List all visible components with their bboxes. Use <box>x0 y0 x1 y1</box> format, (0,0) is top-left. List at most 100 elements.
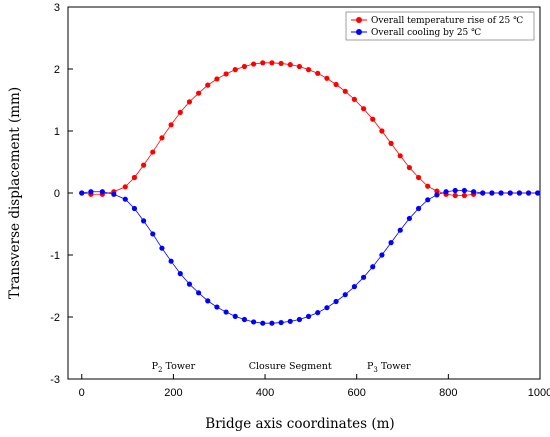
data-point-series-1 <box>360 274 367 280</box>
data-point-series-0 <box>315 70 321 76</box>
y-tick-label: 2 <box>54 64 60 76</box>
y-axis-label: Transverse displacement (mm) <box>7 87 23 299</box>
data-point-series-0 <box>415 174 422 181</box>
data-point-series-1 <box>342 292 348 298</box>
data-point-series-0 <box>250 61 257 67</box>
data-point-series-0 <box>214 76 220 82</box>
tick-layer: 0 200 400 600 800 1000 -3 -2 -1 0 1 2 3 <box>50 2 550 399</box>
data-point-series-1 <box>507 190 513 196</box>
plot-frame <box>67 6 541 380</box>
data-point-series-1 <box>177 271 183 277</box>
x-tick-label: 200 <box>164 387 182 399</box>
data-point-series-1 <box>379 252 385 258</box>
data-point-series-1 <box>461 187 467 194</box>
x-tick-label: 1000 <box>528 387 550 399</box>
data-point-series-1 <box>250 319 257 325</box>
series-line-0 <box>81 62 538 196</box>
data-point-series-0 <box>186 99 193 105</box>
legend-marker-cooling <box>356 29 362 35</box>
data-point-series-0 <box>434 188 440 194</box>
data-point-series-0 <box>305 67 312 73</box>
x-tick-label: 800 <box>439 387 457 399</box>
data-point-series-0 <box>269 60 275 66</box>
data-point-series-1 <box>480 190 486 196</box>
data-point-series-1 <box>141 218 147 224</box>
data-point-series-0 <box>370 116 376 122</box>
data-point-series-1 <box>452 187 458 194</box>
data-point-series-1 <box>278 319 284 326</box>
data-point-series-0 <box>342 88 348 94</box>
data-point-series-0 <box>333 81 339 88</box>
data-point-series-1 <box>351 284 358 290</box>
data-point-series-1 <box>388 240 394 246</box>
data-point-series-1 <box>406 215 412 222</box>
data-point-series-0 <box>379 128 385 134</box>
data-point-series-1 <box>111 191 117 197</box>
annotation-layer: P2 Tower Closure Segment P3 Tower <box>152 361 411 374</box>
data-point-series-1 <box>489 190 495 196</box>
y-tick-label: -1 <box>50 250 60 262</box>
data-point-series-1 <box>260 320 266 326</box>
data-point-series-1 <box>434 192 440 198</box>
data-point-series-1 <box>397 227 403 233</box>
data-point-series-1 <box>443 189 449 195</box>
data-point-series-1 <box>122 196 128 202</box>
legend-marker-temperature-rise <box>356 17 362 23</box>
data-point-series-1 <box>535 190 541 196</box>
annotation-label: Closure Segment <box>249 361 332 372</box>
data-point-series-1 <box>370 264 376 270</box>
data-point-series-1 <box>415 205 422 212</box>
y-tick-label: 3 <box>54 2 60 14</box>
x-axis-label: Bridge axis coordinates (m) <box>205 416 394 432</box>
data-point-series-1 <box>470 189 477 195</box>
data-point-series-1 <box>205 298 211 304</box>
series-line-1 <box>81 190 538 324</box>
data-point-series-1 <box>498 190 504 196</box>
data-point-series-1 <box>88 189 94 195</box>
annotation-label: P2 Tower <box>152 361 196 374</box>
data-point-series-0 <box>205 82 211 88</box>
x-tick-label: 400 <box>256 387 274 399</box>
data-point-series-1 <box>223 309 229 315</box>
data-point-series-1 <box>516 190 522 196</box>
data-point-series-0 <box>168 122 174 128</box>
data-point-series-1 <box>168 258 174 264</box>
data-point-series-0 <box>150 149 156 155</box>
data-point-series-0 <box>141 162 147 168</box>
data-point-series-0 <box>159 135 165 141</box>
data-point-series-0 <box>461 192 467 199</box>
y-tick-label: 0 <box>54 188 60 200</box>
data-point-series-0 <box>397 153 403 159</box>
data-point-series-0 <box>278 60 284 67</box>
data-point-series-0 <box>388 140 394 146</box>
data-point-series-1 <box>525 190 532 196</box>
data-point-series-1 <box>186 281 193 287</box>
data-point-series-0 <box>425 183 431 189</box>
data-point-series-0 <box>223 71 229 77</box>
data-point-series-1 <box>214 304 220 310</box>
data-point-series-1 <box>269 320 275 326</box>
y-tick-label: -3 <box>50 374 60 386</box>
data-point-series-0 <box>177 109 183 115</box>
y-tick-label: -2 <box>50 312 60 324</box>
data-point-series-1 <box>232 313 238 319</box>
data-point-series-1 <box>324 305 330 311</box>
data-point-series-1 <box>305 313 312 319</box>
annotation-label: P3 Tower <box>367 361 411 374</box>
data-point-series-0 <box>232 67 238 73</box>
data-point-series-0 <box>452 192 458 199</box>
data-point-series-0 <box>406 164 412 171</box>
data-point-series-0 <box>296 63 303 70</box>
data-point-series-1 <box>196 290 202 296</box>
data-point-series-0 <box>360 106 367 112</box>
data-point-series-0 <box>260 60 266 66</box>
x-tick-label: 600 <box>348 387 366 399</box>
legend-label-cooling: Overall cooling by 25 ℃ <box>371 28 481 38</box>
y-tick-label: 1 <box>54 126 60 138</box>
data-point-series-1 <box>79 190 85 196</box>
data-point-series-1 <box>287 318 293 324</box>
legend: Overall temperature rise of 25 ℃ Overall… <box>345 11 535 41</box>
data-point-series-0 <box>196 90 202 96</box>
legend-label-temperature-rise: Overall temperature rise of 25 ℃ <box>371 16 523 26</box>
